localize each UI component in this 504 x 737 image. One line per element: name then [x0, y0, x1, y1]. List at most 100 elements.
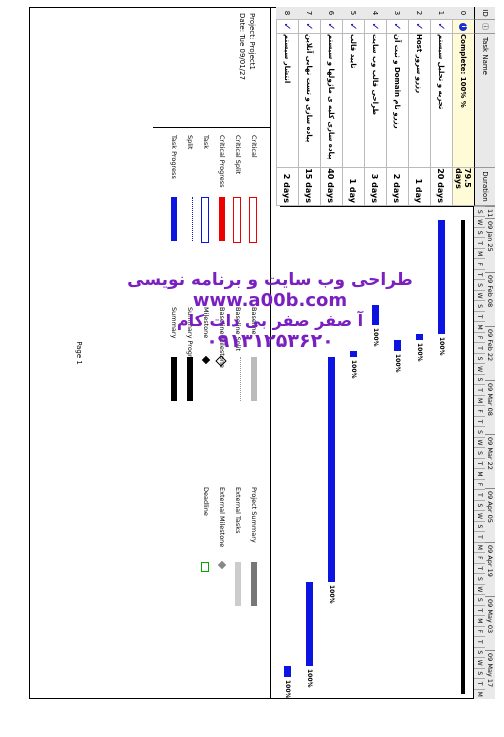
timescale-day-label: T — [474, 636, 485, 647]
info-icon: ⓘ — [481, 23, 489, 30]
task-duration[interactable]: 20 days — [430, 168, 452, 206]
task-name[interactable]: رزرو سرور Host — [408, 34, 430, 168]
task-duration[interactable]: 1 day — [408, 168, 430, 206]
column-header-duration[interactable]: Duration — [474, 168, 495, 206]
watermark-line-4: ۰۹۱۳۱۲۵۳۶۲۰ — [206, 330, 334, 352]
page-footer: Page 1 — [29, 7, 153, 699]
timescale-week-label: 09 Apr 19 — [485, 542, 495, 596]
watermark-line-3: آ صفر صفر بی دات کام — [176, 311, 364, 330]
timescale-day-label: S — [474, 573, 485, 584]
task-bar[interactable] — [306, 582, 313, 666]
table-row[interactable]: 1 ✓ تجزیه و تحلیل سیستم 20 days — [430, 7, 452, 206]
legend-label: Deadline — [202, 487, 210, 516]
timescale-day-label: M — [474, 394, 485, 406]
row-id: 6 — [320, 7, 342, 20]
timescale-day-label: S — [474, 206, 485, 217]
task-duration[interactable]: 79.5 days — [452, 168, 474, 206]
table-row[interactable]: 0 i % Complete: 100% 79.5 days — [452, 7, 474, 206]
legend-swatch — [233, 197, 241, 243]
timescale-day-label: T — [474, 237, 485, 248]
task-name[interactable]: انتشار سیستم — [276, 34, 298, 168]
table-row[interactable]: 7 ✓ پیاده سازی و تست نهایی آنلاین 15 days — [298, 7, 320, 206]
row-indicator: i — [452, 20, 474, 34]
task-name[interactable]: پیاده سازی و تست نهایی آنلاین — [298, 34, 320, 168]
legend-swatch — [219, 197, 225, 241]
legend-swatch — [234, 357, 241, 401]
table-row[interactable]: 3 ✓ رزرو نام Domain و ثبت آن 2 days — [386, 7, 408, 206]
table-row[interactable]: 4 ✓ طراحی قالب وب سایت 3 days — [364, 7, 386, 206]
legend-swatch — [249, 197, 257, 243]
completed-check-icon: ✓ — [413, 22, 425, 31]
legend-swatch — [201, 562, 209, 572]
timescale-day-label: S — [474, 646, 485, 658]
table-row[interactable]: 2 ✓ رزرو سرور Host 1 day — [408, 7, 430, 206]
timescale-day-label: S — [474, 352, 485, 364]
legend-swatch — [201, 355, 211, 365]
column-header-id[interactable]: ID — [474, 7, 495, 20]
timescale-week-label: 09 May 17 — [485, 650, 495, 699]
row-indicator: ✓ — [364, 20, 386, 34]
timescale-day-label: S — [474, 426, 485, 437]
row-id: 3 — [386, 7, 408, 20]
legend-label: Project Summary — [250, 487, 258, 543]
row-indicator: ✓ — [430, 20, 452, 34]
row-id: 2 — [408, 7, 430, 20]
task-bar[interactable] — [284, 666, 291, 677]
project-date: Date: Tue 09/01/27 — [238, 13, 246, 80]
column-header-task-name[interactable]: Task Name — [474, 34, 495, 168]
row-indicator: ✓ — [408, 20, 430, 34]
row-indicator: ✓ — [298, 20, 320, 34]
timescale-day-label: S — [474, 520, 485, 532]
task-bar[interactable] — [438, 220, 445, 334]
task-duration[interactable]: 2 days — [386, 168, 408, 206]
row-indicator: ✓ — [320, 20, 342, 34]
table-row[interactable]: 8 ✓ انتشار سیستم 2 days — [276, 7, 298, 206]
task-duration[interactable]: 1 day — [342, 168, 364, 206]
task-name[interactable]: طراحی قالب وب سایت — [364, 34, 386, 168]
completed-check-icon: ✓ — [435, 22, 447, 31]
legend-label: External Milestone — [218, 487, 226, 548]
task-percent-label: 100% — [394, 354, 401, 373]
timescale-day-label: W — [474, 289, 485, 301]
task-bar[interactable] — [328, 357, 335, 582]
timescale-day-label: F — [474, 478, 485, 490]
task-duration[interactable]: 15 days — [298, 168, 320, 206]
timescale-day-label: S — [474, 279, 485, 290]
timescale-day-label: M — [474, 468, 485, 479]
completed-check-icon: ✓ — [391, 22, 403, 31]
task-duration[interactable]: 40 days — [320, 168, 342, 206]
legend-swatch — [187, 357, 193, 401]
completed-check-icon: ✓ — [369, 22, 381, 31]
summary-bar[interactable] — [461, 220, 465, 694]
gantt-page: ID ⓘ Task Name Duration 0 i % Complete: 10… — [29, 7, 495, 699]
task-duration[interactable]: 3 days — [364, 168, 386, 206]
table-row[interactable]: 5 ✓ تایید قالب 1 day — [342, 7, 364, 206]
info-icon: i — [459, 22, 467, 31]
table-row[interactable]: 6 ✓ پیاده سازی کلیه ی ماژولها و سیستم 40 da… — [320, 7, 342, 206]
row-indicator: ✓ — [386, 20, 408, 34]
row-id: 5 — [342, 7, 364, 20]
timescale-week-label: 09 Feb 22 — [485, 326, 495, 380]
timescale-day-label: M — [474, 321, 485, 332]
task-name[interactable]: رزرو نام Domain و ثبت آن — [386, 34, 408, 168]
task-name[interactable]: تجزیه و تحلیل سیستم — [430, 34, 452, 168]
timescale-day-label: S — [474, 373, 485, 385]
legend-swatch — [251, 562, 257, 606]
timescale-day-label: T — [474, 342, 485, 353]
timescale-day-label: T — [474, 678, 485, 689]
timescale-day-label: M — [474, 247, 485, 259]
timescale-day-label: S — [474, 667, 485, 679]
timescale-day-label: F — [474, 405, 485, 416]
timescale-day-label: T — [474, 562, 485, 574]
task-duration[interactable]: 2 days — [276, 168, 298, 206]
task-name[interactable]: پیاده سازی کلیه ی ماژولها و سیستم — [320, 34, 342, 168]
task-name[interactable]: تایید قالب — [342, 34, 364, 168]
timescale-day-label: F — [474, 625, 485, 637]
legend-swatch — [217, 560, 227, 570]
column-header-info[interactable]: ⓘ — [474, 20, 495, 34]
timescale-week-label: 09 Feb 08 — [485, 272, 495, 326]
row-id: 7 — [298, 7, 320, 20]
timescale-day-label: S — [474, 300, 485, 311]
task-name[interactable]: % Complete: 100% — [452, 34, 474, 168]
